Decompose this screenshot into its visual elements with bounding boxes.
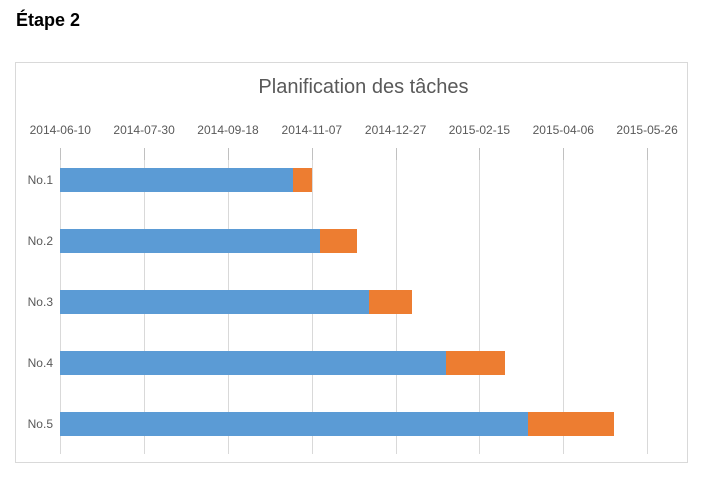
axis-tick-mark <box>563 148 565 160</box>
bar-blue-segment <box>60 411 529 436</box>
x-axis-tick-label: 2014-12-27 <box>364 123 427 137</box>
bar-blue-segment <box>60 167 294 192</box>
y-axis-category-label: No.1 <box>27 172 53 187</box>
y-axis-category-label: No.5 <box>27 416 53 431</box>
x-axis-tick-label: 2015-02-15 <box>448 123 511 137</box>
axis-tick-mark <box>228 148 229 160</box>
bar-blue-segment <box>60 289 369 314</box>
y-axis-category-label: No.4 <box>27 355 53 370</box>
x-axis-tick-label: 2014-06-10 <box>29 123 91 137</box>
axis-tick-mark <box>60 148 62 160</box>
x-axis-tick-label: 2014-09-18 <box>197 123 259 137</box>
axis-tick-mark <box>144 148 146 160</box>
page-heading: Étape 2 <box>16 10 81 30</box>
gantt-chart: Planification des tâches 2014-06-10 2014-… <box>15 62 688 463</box>
axis-tick-mark <box>647 148 649 160</box>
bar-blue-segment <box>60 350 446 375</box>
bar-orange-segment <box>320 228 358 253</box>
y-axis-category-label: No.2 <box>27 233 53 248</box>
x-axis-tick-label: 2015-05-26 <box>616 123 678 137</box>
vertical-gridline <box>479 148 481 454</box>
bar-orange-segment <box>293 167 312 192</box>
bar-orange-segment <box>445 350 505 375</box>
bar-orange-segment <box>368 289 413 314</box>
axis-tick-mark <box>479 148 481 160</box>
x-axis-tick-label: 2014-07-30 <box>113 123 175 137</box>
x-axis-tick-label: 2014-11-07 <box>281 123 343 137</box>
y-axis-category-label: No.3 <box>27 294 53 309</box>
bar-orange-segment <box>528 411 614 436</box>
chart-title: Planification des tâches <box>258 76 469 98</box>
x-axis-tick-label: 2015-04-06 <box>532 123 594 137</box>
axis-tick-mark <box>395 148 397 160</box>
vertical-gridline <box>647 148 649 454</box>
axis-tick-mark <box>311 148 313 160</box>
bar-blue-segment <box>60 228 321 253</box>
vertical-gridline <box>563 148 565 454</box>
